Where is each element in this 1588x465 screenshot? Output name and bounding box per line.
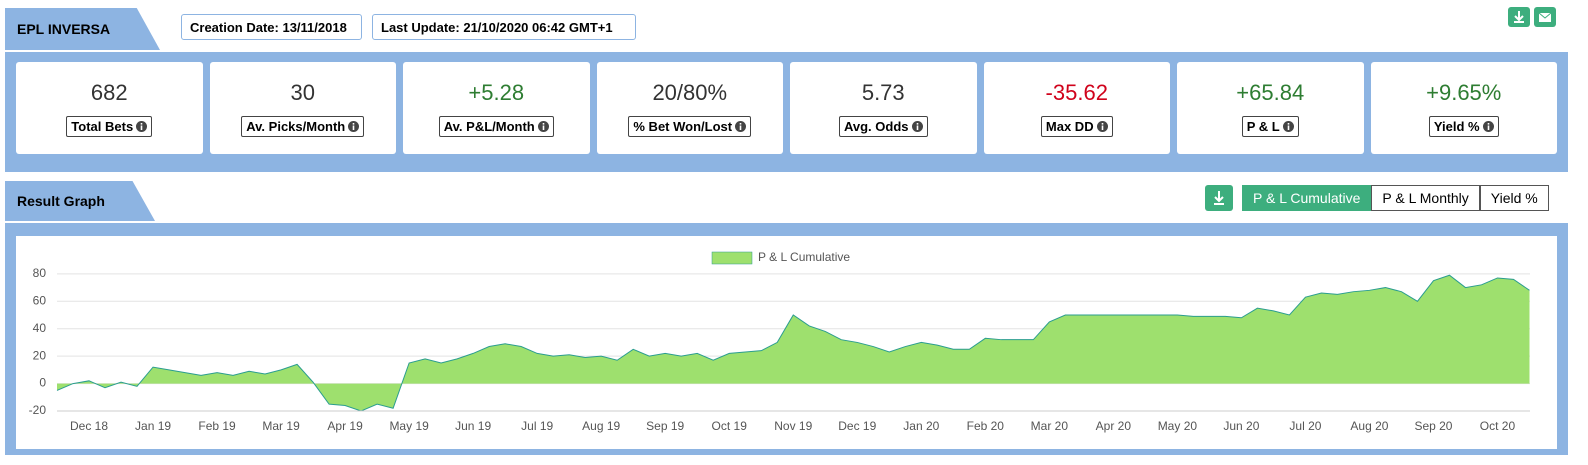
stats: 682 Total Bets 30 Av. Picks/Month +5.28 Av. P…: [5, 52, 1568, 164]
stat-label-text: Yield %: [1433, 118, 1480, 134]
y-tick-label: 0: [39, 376, 46, 390]
x-tick-label: Oct 20: [1480, 419, 1516, 433]
stat-label-text: Av. Picks/Month: [246, 118, 346, 134]
y-tick-label: 60: [33, 293, 47, 307]
y-tick-label: 80: [33, 266, 47, 280]
tab[interactable]: P & L Monthly: [1371, 185, 1480, 211]
stat-value: 682: [90, 79, 128, 105]
x-tick-label: Feb 19: [198, 419, 236, 433]
info-icon[interactable]: [911, 120, 923, 132]
stat-label: Av. P&L/Month: [438, 115, 554, 137]
stat-value: 5.73: [861, 79, 905, 105]
x-tick-label: Mar 20: [1031, 419, 1069, 433]
x-tick-label: Jun 20: [1223, 419, 1259, 433]
y-tick-label: 20: [33, 348, 47, 362]
stat-label: Av. Picks/Month: [241, 115, 365, 137]
download-button[interactable]: [1508, 7, 1530, 27]
x-tick-label: Sep 19: [646, 419, 684, 433]
x-tick-label: Nov 19: [774, 419, 812, 433]
stat-value: +65.84: [1236, 79, 1305, 105]
legend-label: P & L Cumulative: [758, 250, 850, 264]
y-tick-label: 40: [33, 321, 47, 335]
section-title: Result Graph: [5, 181, 155, 221]
x-tick-label: Dec 19: [838, 419, 876, 433]
stat-value: 30: [290, 79, 315, 105]
stat-card: +65.84 P & L: [1177, 62, 1364, 154]
stat-label: P & L: [1241, 115, 1299, 137]
x-tick-label: Jul 20: [1289, 419, 1321, 433]
info-icon[interactable]: [1282, 120, 1294, 132]
stat-label: Yield %: [1428, 115, 1499, 137]
x-tick-label: Dec 18: [70, 419, 108, 433]
x-tick-label: Aug 19: [582, 419, 620, 433]
info-icon[interactable]: [136, 120, 148, 132]
stat-label-text: Max DD: [1045, 118, 1094, 134]
x-tick-label: Apr 19: [327, 419, 363, 433]
x-tick-label: Jan 19: [135, 419, 171, 433]
stat-card: 20/80% % Bet Won/Lost: [596, 62, 783, 154]
info-icon[interactable]: [1096, 120, 1108, 132]
stat-value: -35.62: [1045, 79, 1108, 105]
x-tick-label: Sep 20: [1414, 419, 1452, 433]
tab[interactable]: Yield %: [1479, 185, 1549, 211]
x-tick-label: Jul 19: [521, 419, 553, 433]
stat-card: +5.28 Av. P&L/Month: [403, 62, 590, 154]
stat-label-text: % Bet Won/Lost: [633, 118, 733, 134]
x-tick-label: Jan 20: [903, 419, 939, 433]
line: [56, 274, 1530, 412]
stat-card: 5.73 Avg. Odds: [790, 62, 977, 154]
title: EPL INVERSA: [5, 8, 160, 50]
x-tick-label: Feb 20: [967, 419, 1005, 433]
tabs: P & L Cumulative P & L Monthly Yield %: [1242, 185, 1549, 211]
x-tick-label: May 19: [389, 419, 429, 433]
x-tick-label: Apr 20: [1096, 419, 1132, 433]
stat-card: 30 Av. Picks/Month: [209, 62, 396, 154]
email-button[interactable]: [1534, 7, 1556, 27]
x-tick-label: Mar 19: [262, 419, 300, 433]
stat-card: -35.62 Max DD: [983, 62, 1170, 154]
x-tick-label: Jun 19: [455, 419, 491, 433]
stats-panel: 682 Total Bets 30 Av. Picks/Month +5.28 Av. P…: [5, 52, 1568, 172]
stat-value: 20/80%: [652, 79, 728, 105]
stat-value: +5.28: [468, 79, 525, 105]
stat-label: Avg. Odds: [838, 115, 928, 137]
stat-label: % Bet Won/Lost: [628, 115, 752, 137]
stat-label-text: Av. P&L/Month: [443, 118, 535, 134]
stat-card: +9.65% Yield %: [1370, 62, 1557, 154]
stat-value: +9.65%: [1426, 79, 1502, 105]
stat-label: Max DD: [1040, 115, 1113, 137]
stat-label-text: P & L: [1246, 118, 1280, 134]
last-update: Last Update: 21/10/2020 06:42 GMT+1: [372, 14, 636, 40]
x-tick-label: May 20: [1158, 419, 1198, 433]
graph-download[interactable]: [1205, 185, 1233, 211]
legend-swatch: [711, 251, 753, 265]
x-tick-label: Aug 20: [1350, 419, 1388, 433]
info-icon[interactable]: [735, 120, 747, 132]
stat-label-text: Avg. Odds: [843, 118, 909, 134]
stat-label-text: Total Bets: [71, 118, 134, 134]
info-icon[interactable]: [537, 120, 549, 132]
y-tick-label: -20: [29, 403, 47, 417]
tab[interactable]: P & L Cumulative: [1242, 185, 1372, 211]
stat-card: 682 Total Bets: [16, 62, 203, 154]
x-tick-label: Oct 19: [712, 419, 748, 433]
area: [57, 275, 1530, 411]
creation-date: Creation Date: 13/11/2018: [181, 14, 362, 40]
info-icon[interactable]: [348, 120, 360, 132]
info-icon[interactable]: [1482, 120, 1494, 132]
stat-label: Total Bets: [66, 115, 153, 137]
